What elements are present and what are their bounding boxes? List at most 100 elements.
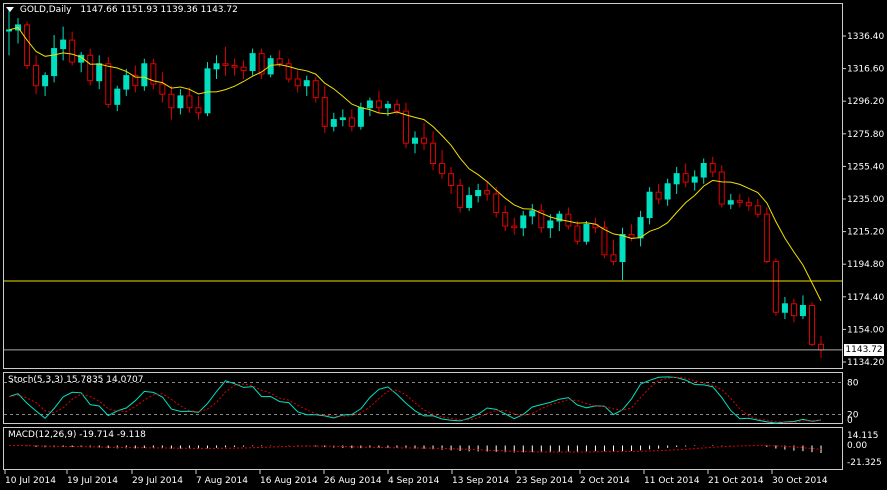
candle-body [619,233,626,263]
candle-body [375,100,382,109]
candle-body [123,75,130,90]
candle-body [637,217,644,239]
candle-body [177,95,184,109]
candle-body [195,107,202,114]
candle-body [348,117,355,127]
candle-body [258,53,265,75]
candle-body [186,95,193,109]
candle-body [502,212,509,227]
candle-body [520,215,527,229]
date-tick-label: 11 Oct 2014 [644,476,700,486]
macd-histogram [17,444,822,453]
macd-signal-line [9,445,822,453]
candle-body [799,304,806,317]
candle-body [475,190,482,197]
price-tick-label: 1296.20 [847,97,884,107]
current-price-label: 1143.72 [844,344,884,356]
candle-body [727,200,734,205]
candle-body [276,58,283,65]
candle-body [393,103,400,112]
price-tick-label: 1255.40 [847,162,884,172]
price-tick-label: 1316.60 [847,65,884,75]
candle-body [87,54,94,82]
candle-body [132,75,139,87]
candle-body [114,88,121,105]
candle-body [213,63,220,70]
candle-body [818,343,824,351]
price-tick-label: 1215.20 [847,228,884,238]
candle-body [240,66,247,72]
candle-body [565,213,572,227]
macd-panel-border [3,427,843,470]
chevron-down-icon[interactable] [6,7,14,12]
candle-body [484,190,491,195]
candle-body [556,213,563,222]
price-tick-label: 1336.40 [847,32,884,42]
candle-body [285,63,292,80]
date-tick-label: 13 Sep 2014 [452,476,509,486]
price-tick-label: 1174.40 [847,293,884,303]
moving-average-line [8,26,822,302]
candle-body [718,171,725,205]
candle-body [357,107,364,127]
candle-body [682,173,689,183]
date-tick-label: 2 Oct 2014 [580,476,630,486]
date-tick-label: 4 Sep 2014 [388,476,440,486]
candle-body [781,303,788,313]
candle-body [628,233,635,239]
candle-body [204,68,211,114]
candle-body [384,103,391,109]
date-tick-label: 16 Aug 2014 [260,476,318,486]
candle-body [547,220,554,229]
date-tick-label: 7 Aug 2014 [196,476,248,486]
stoch-tick-label: 0 [847,416,853,426]
date-tick-label: 10 Jul 2014 [5,476,56,486]
stoch-signal-line [8,376,822,423]
candle-body [168,93,175,109]
symbol-label: GOLD,Daily [19,5,72,15]
candle-body [529,210,536,217]
candle-body [105,63,112,105]
candle-body [655,191,662,200]
price-tick-label: 1154.00 [847,325,884,335]
candle-body [457,184,464,208]
candle-body [709,163,716,173]
date-tick-label: 19 Jul 2014 [67,476,118,486]
candle-body [439,163,446,175]
candle-body [646,191,653,219]
stoch-panel[interactable]: 80 200 [3,372,859,427]
candle-body [691,176,698,183]
macd-tick-label: 0.00 [847,441,867,451]
price-tick-label: 1235.00 [847,195,884,205]
price-tick-label: 1275.80 [847,130,884,140]
candle-body [610,254,617,263]
candle-body [366,100,373,109]
date-tick-label: 21 Oct 2014 [708,476,764,486]
candle-body [330,119,337,127]
candle-body [96,63,103,82]
candle-body [601,227,608,256]
candle-body [339,117,346,121]
candle-body [808,304,815,345]
price-axis: 1336.40 1316.60 1296.20 1275.80 1255.40 1235.… [842,32,884,368]
candle-body [42,75,49,87]
candle-body [754,205,761,215]
candle-body [772,261,779,313]
chart-header[interactable]: GOLD,Daily 1147.66 1151.93 1139.36 1143.… [6,5,238,15]
candle-body [141,63,148,87]
candle-body [69,39,76,63]
stoch-label: Stoch(5,3,3) 15.7835 14.0707 [8,375,144,385]
candle-body [24,24,31,66]
price-tick-label: 1134.20 [847,358,884,368]
candle-body [673,173,680,185]
main-panel[interactable] [3,3,843,369]
macd-tick-label: -21.325 [847,458,882,468]
candle-body [448,173,455,186]
horizontal-levels [4,280,842,351]
candle-body [421,137,428,144]
candle-body [745,201,752,207]
candle-body [511,225,518,229]
candle-body [402,110,409,144]
